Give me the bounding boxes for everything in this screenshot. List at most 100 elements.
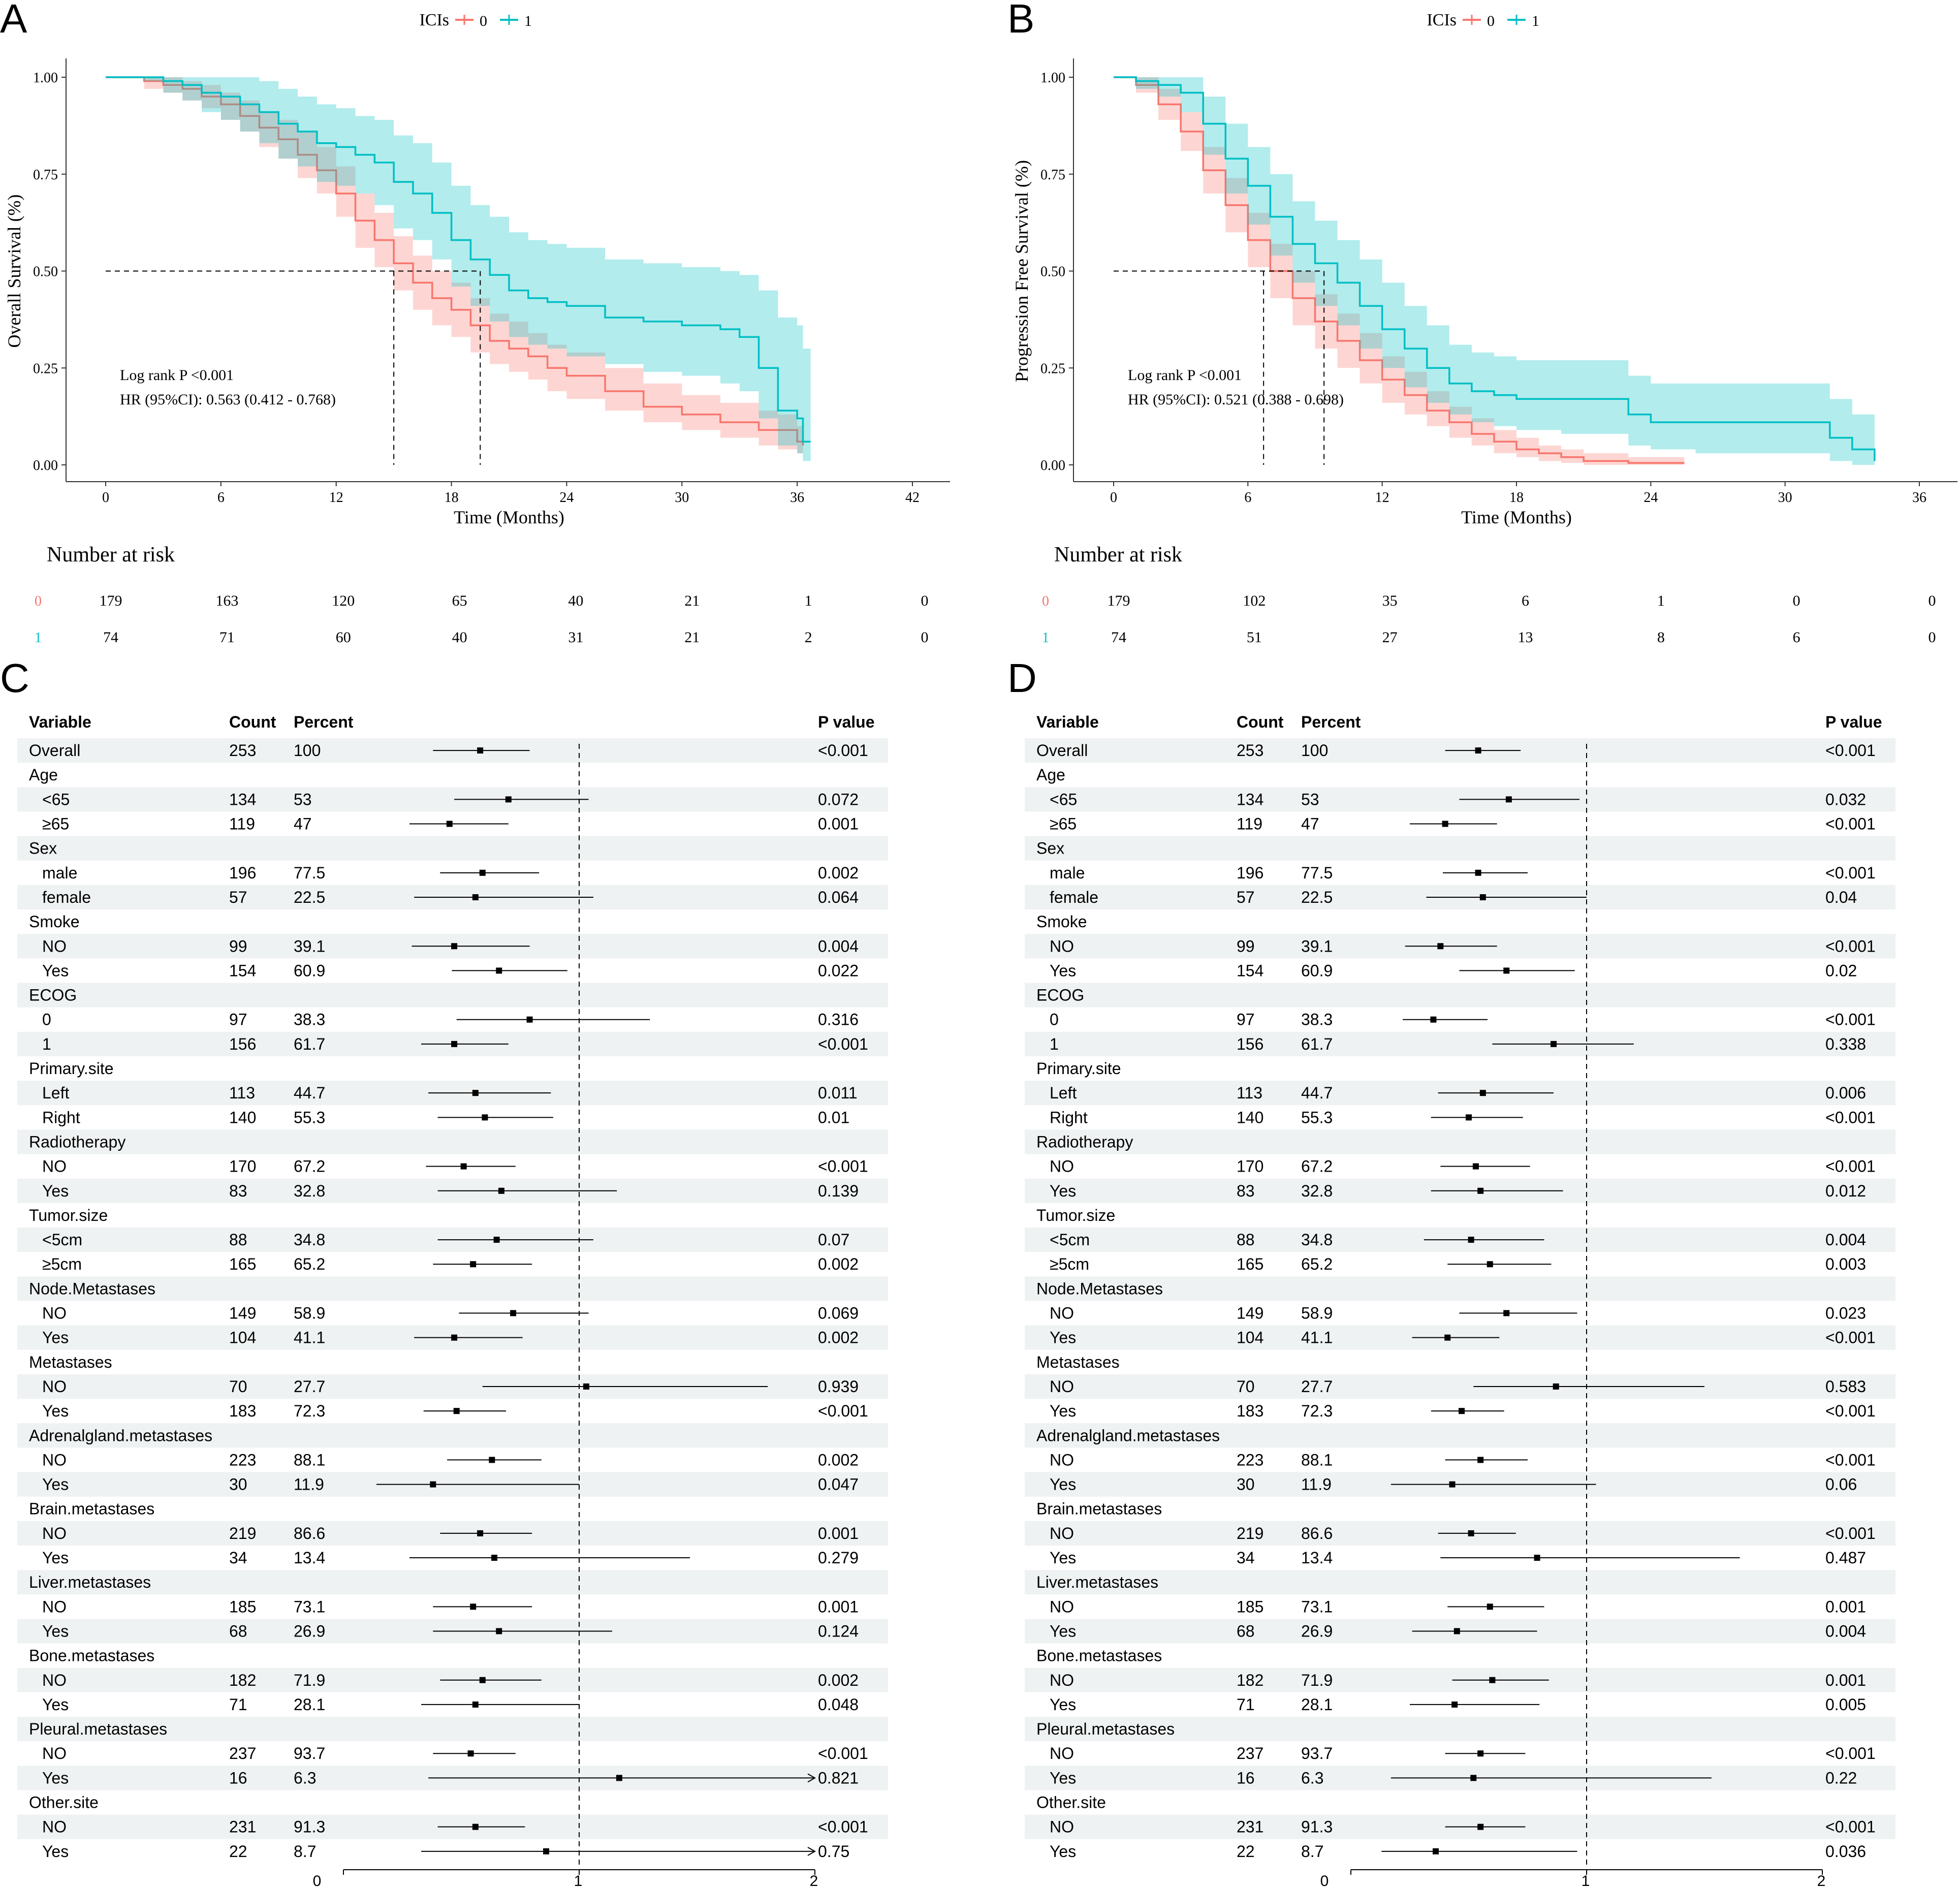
row-pvalue: <0.001 [1825, 937, 1876, 955]
row-count: 30 [229, 1475, 247, 1494]
hr-point [489, 1457, 495, 1463]
hr-point [1475, 747, 1481, 754]
group-label: Brain.metastases [1036, 1500, 1162, 1518]
row-percent: 73.1 [1301, 1597, 1333, 1616]
row-label: NO [42, 1451, 67, 1469]
group-label: Liver.metastases [29, 1573, 151, 1591]
row-stripe [1025, 836, 1895, 861]
forest-x-tick-label: 1 [1582, 1873, 1590, 1888]
group-label: Smoke [1036, 912, 1087, 931]
risk-row-label: 1 [35, 630, 42, 646]
row-pvalue: <0.001 [1825, 1329, 1876, 1347]
row-pvalue: <0.001 [818, 1744, 868, 1763]
row-count: 183 [229, 1402, 256, 1420]
row-count: 30 [1237, 1475, 1255, 1494]
row-label: Yes [42, 961, 69, 980]
row-pvalue: 0.064 [818, 888, 859, 906]
hr-point [1459, 1408, 1465, 1414]
row-percent: 41.1 [294, 1329, 325, 1347]
panel-letter: C [0, 655, 29, 701]
row-label: male [42, 864, 77, 882]
row-pvalue: 0.487 [1825, 1549, 1866, 1567]
row-percent: 47 [1301, 815, 1319, 833]
y-tick-label: 0.00 [33, 458, 58, 474]
row-pvalue: 0.139 [818, 1182, 859, 1200]
row-pvalue: 0.02 [1825, 961, 1857, 980]
hr-point [1479, 894, 1486, 900]
x-tick-label: 24 [1643, 490, 1658, 506]
row-label: Left [1050, 1084, 1077, 1102]
y-tick-label: 0.25 [1040, 361, 1065, 376]
row-label: Yes [1050, 1769, 1076, 1787]
y-tick-label: 1.00 [1040, 70, 1065, 86]
row-label: NO [1050, 937, 1074, 955]
row-count: 88 [1237, 1231, 1255, 1249]
hr-point [1477, 1457, 1484, 1463]
row-count: 99 [1237, 937, 1255, 955]
row-count: 219 [1237, 1524, 1263, 1543]
header-count: Count [1237, 713, 1284, 731]
row-percent: 38.3 [294, 1011, 325, 1029]
hr-point [491, 1555, 497, 1561]
ci-band-1 [106, 77, 811, 461]
risk-count: 60 [336, 629, 351, 646]
row-label: NO [1050, 1451, 1074, 1469]
row-percent: 8.7 [1301, 1842, 1323, 1861]
row-pvalue: 0.003 [1825, 1255, 1866, 1273]
risk-count: 6 [1793, 629, 1800, 646]
x-axis-label: Time (Months) [454, 507, 564, 527]
row-label: <5cm [1050, 1231, 1090, 1249]
risk-count: 71 [219, 629, 235, 646]
risk-count: 120 [332, 592, 355, 609]
row-percent: 28.1 [294, 1695, 325, 1714]
row-label: <65 [1050, 790, 1077, 808]
x-tick-label: 24 [559, 490, 574, 506]
header-variable: Variable [29, 713, 91, 731]
row-count: 253 [1237, 741, 1263, 760]
risk-count: 35 [1382, 592, 1398, 609]
risk-count: 1 [805, 592, 812, 609]
y-tick-label: 0.75 [33, 167, 58, 183]
risk-count: 8 [1657, 629, 1665, 646]
row-stripe [17, 1423, 888, 1448]
row-stripe [1025, 1129, 1895, 1154]
hr-point [1534, 1555, 1540, 1561]
group-label: Brain.metastases [29, 1500, 154, 1518]
row-pvalue: 0.002 [818, 864, 859, 882]
group-label: ECOG [29, 986, 77, 1004]
hr-point [460, 1163, 467, 1170]
row-pvalue: <0.001 [1825, 1157, 1876, 1176]
y-tick-label: 0.50 [33, 264, 58, 280]
row-count: 165 [1237, 1255, 1263, 1273]
hr-point [451, 1334, 458, 1341]
row-pvalue: 0.012 [1825, 1182, 1866, 1200]
row-percent: 72.3 [1301, 1402, 1333, 1420]
row-pvalue: <0.001 [1825, 1402, 1876, 1420]
row-count: 231 [229, 1818, 256, 1836]
hr-point [1475, 869, 1481, 876]
group-label: Adrenalgland.metastases [29, 1426, 212, 1444]
hr-point [1551, 1041, 1557, 1047]
risk-count: 0 [1793, 592, 1800, 609]
row-pvalue: 0.011 [818, 1084, 858, 1102]
row-percent: 65.2 [294, 1255, 325, 1273]
row-count: 88 [229, 1231, 247, 1249]
row-stripe [17, 1129, 888, 1154]
header-pvalue: P value [1825, 713, 1882, 731]
row-label: Yes [42, 1402, 69, 1420]
risk-count: 31 [568, 629, 583, 646]
forest-x-tick-label: 0 [1320, 1873, 1329, 1888]
row-count: 70 [229, 1377, 247, 1396]
row-count: 16 [1237, 1769, 1255, 1787]
risk-count: 0 [1929, 629, 1936, 646]
legend-label-1: 1 [524, 13, 532, 29]
row-percent: 93.7 [294, 1744, 325, 1763]
row-percent: 53 [294, 790, 312, 808]
forest-x-tick-label: 0 [313, 1873, 322, 1888]
row-pvalue: 0.002 [818, 1451, 859, 1469]
row-count: 154 [1237, 961, 1263, 980]
row-count: 149 [1237, 1304, 1263, 1323]
group-label: Sex [29, 839, 57, 858]
x-tick-label: 30 [675, 490, 689, 506]
hr-point [583, 1383, 589, 1390]
